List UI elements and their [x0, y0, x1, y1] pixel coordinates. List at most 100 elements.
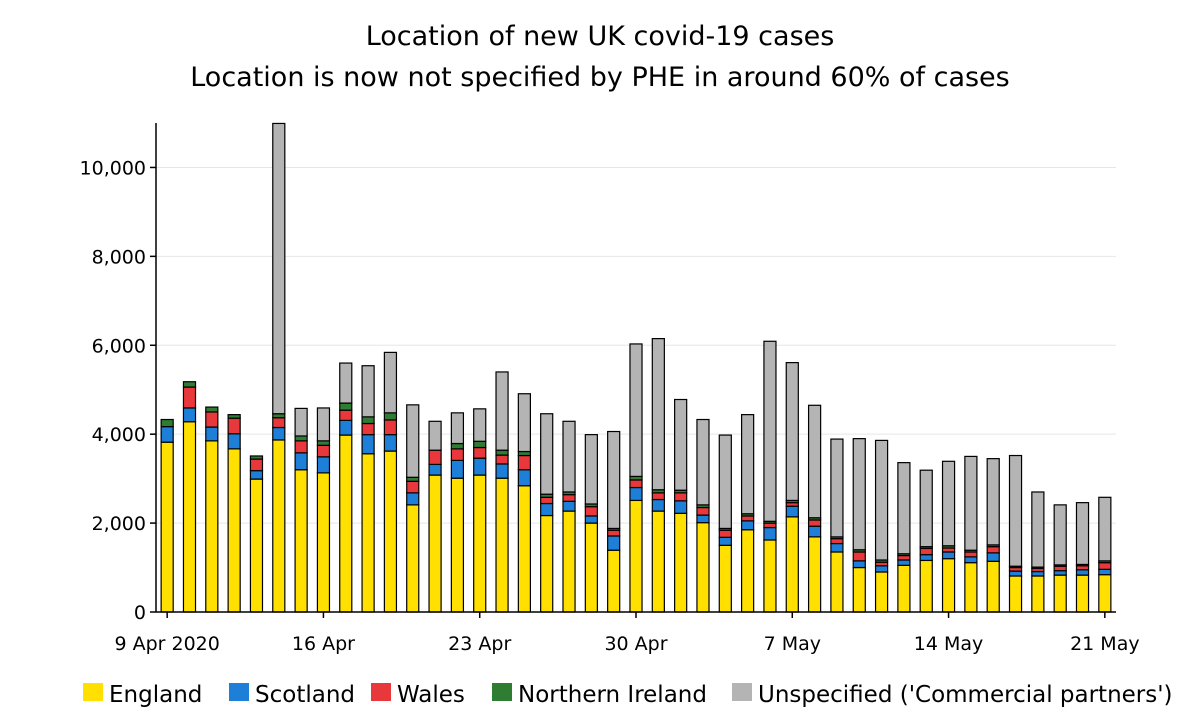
bar-segment [807, 404, 822, 519]
bar-segment [651, 498, 665, 512]
bar-segment [607, 430, 621, 530]
bar-stack [1053, 504, 1067, 613]
bar-stack [383, 351, 398, 613]
bar-segment [852, 566, 866, 613]
bar-segment [696, 506, 710, 516]
bar-segment [874, 565, 889, 573]
bar-segment [674, 500, 688, 514]
bar-segment [227, 417, 241, 435]
bar-stack [874, 439, 889, 613]
bar-stack [919, 469, 933, 613]
bar-segment [160, 441, 174, 613]
legend-swatch [492, 683, 512, 701]
bar-segment [562, 510, 576, 613]
bar-segment [383, 351, 398, 414]
y-tick-label: 8,000 [92, 246, 146, 268]
bar-segment [294, 440, 308, 454]
x-tick-label: 16 Apr [292, 633, 355, 655]
bar-segment [406, 480, 420, 494]
bar-stack [897, 462, 911, 613]
bar-segment [785, 505, 799, 518]
bar-segment [897, 554, 911, 561]
bar-segment [562, 500, 576, 512]
legend-label: Wales [397, 682, 465, 708]
bar-stack [517, 393, 531, 613]
bar-segment [740, 414, 755, 515]
bar-segment [205, 411, 219, 428]
bar-segment [428, 463, 442, 476]
y-axis-ticks: 0 2,000 4,000 6,000 8,000 10,000 [80, 157, 156, 624]
bar-segment [897, 564, 911, 613]
bar-segment [517, 485, 531, 613]
bar-stack [964, 455, 978, 613]
bar-segment [897, 462, 911, 555]
bar-segment [383, 450, 398, 613]
legend-label: Unspecified ('Commercial partners') [758, 682, 1173, 708]
bar-segment [584, 434, 598, 505]
bar-stack [316, 407, 331, 613]
bar-segment [517, 450, 531, 457]
legend-item: Unspecified ('Commercial partners') [732, 682, 1173, 708]
bar-segment [495, 454, 509, 465]
y-tick-label: 10,000 [80, 157, 146, 179]
bar-segment [361, 365, 375, 418]
bar-segment [339, 409, 353, 422]
y-tick-label: 4,000 [92, 424, 146, 446]
bar-stack [986, 458, 1000, 613]
bar-segment [986, 552, 1000, 562]
bar-stack [1031, 491, 1045, 613]
bar-segment [406, 476, 420, 482]
bar-segment [473, 474, 487, 613]
bar-stack [830, 438, 844, 613]
legend-item: England [83, 682, 202, 708]
bar-segment [763, 340, 777, 522]
bar-stack [562, 420, 576, 613]
bar-segment [205, 406, 219, 413]
bar-segment [674, 492, 688, 502]
bar-segment [316, 440, 331, 446]
bar-segment [406, 504, 420, 613]
bar-segment [339, 402, 353, 411]
bar-segment [272, 413, 286, 419]
bar-stack [428, 420, 442, 613]
bar-segment [629, 343, 643, 478]
bar-segment [540, 502, 554, 517]
bar-stack [495, 371, 509, 613]
bar-stack [227, 414, 241, 613]
bar-segment [830, 438, 844, 538]
bar-segment [361, 416, 375, 425]
bar-stack [1075, 502, 1090, 613]
bar-segment [406, 492, 420, 506]
bar-segment [249, 458, 264, 472]
bar-segment [629, 486, 643, 502]
bar-segment [941, 551, 956, 560]
legend-swatch [732, 683, 752, 701]
bar-segment [941, 558, 956, 613]
bar-segment [830, 551, 844, 613]
bar-segment [428, 474, 442, 613]
bar-stack [696, 418, 710, 613]
bar-segment [361, 453, 375, 613]
bar-segment [272, 417, 286, 429]
bar-segment [495, 449, 509, 456]
bar-segment [986, 458, 1000, 546]
bar-segment [495, 477, 509, 613]
bar-segment [941, 460, 956, 547]
x-tick-label: 9 Apr 2020 [114, 633, 219, 655]
bar-segment [1053, 504, 1067, 566]
bar-segment [986, 546, 1000, 554]
bar-segment [674, 512, 688, 613]
bar-segment [1031, 575, 1045, 613]
bar-segment [272, 426, 286, 441]
bar-segment [562, 494, 576, 502]
bar-stack [651, 338, 665, 613]
bar-stack [205, 406, 219, 613]
bar-stack [629, 343, 643, 613]
bar-segment [249, 470, 264, 480]
legend-swatch [371, 683, 391, 701]
y-tick-label: 6,000 [92, 335, 146, 357]
bar-segment [182, 381, 197, 388]
chart-title: Location of new UK covid-19 cases [366, 21, 835, 52]
bar-segment [785, 362, 799, 502]
